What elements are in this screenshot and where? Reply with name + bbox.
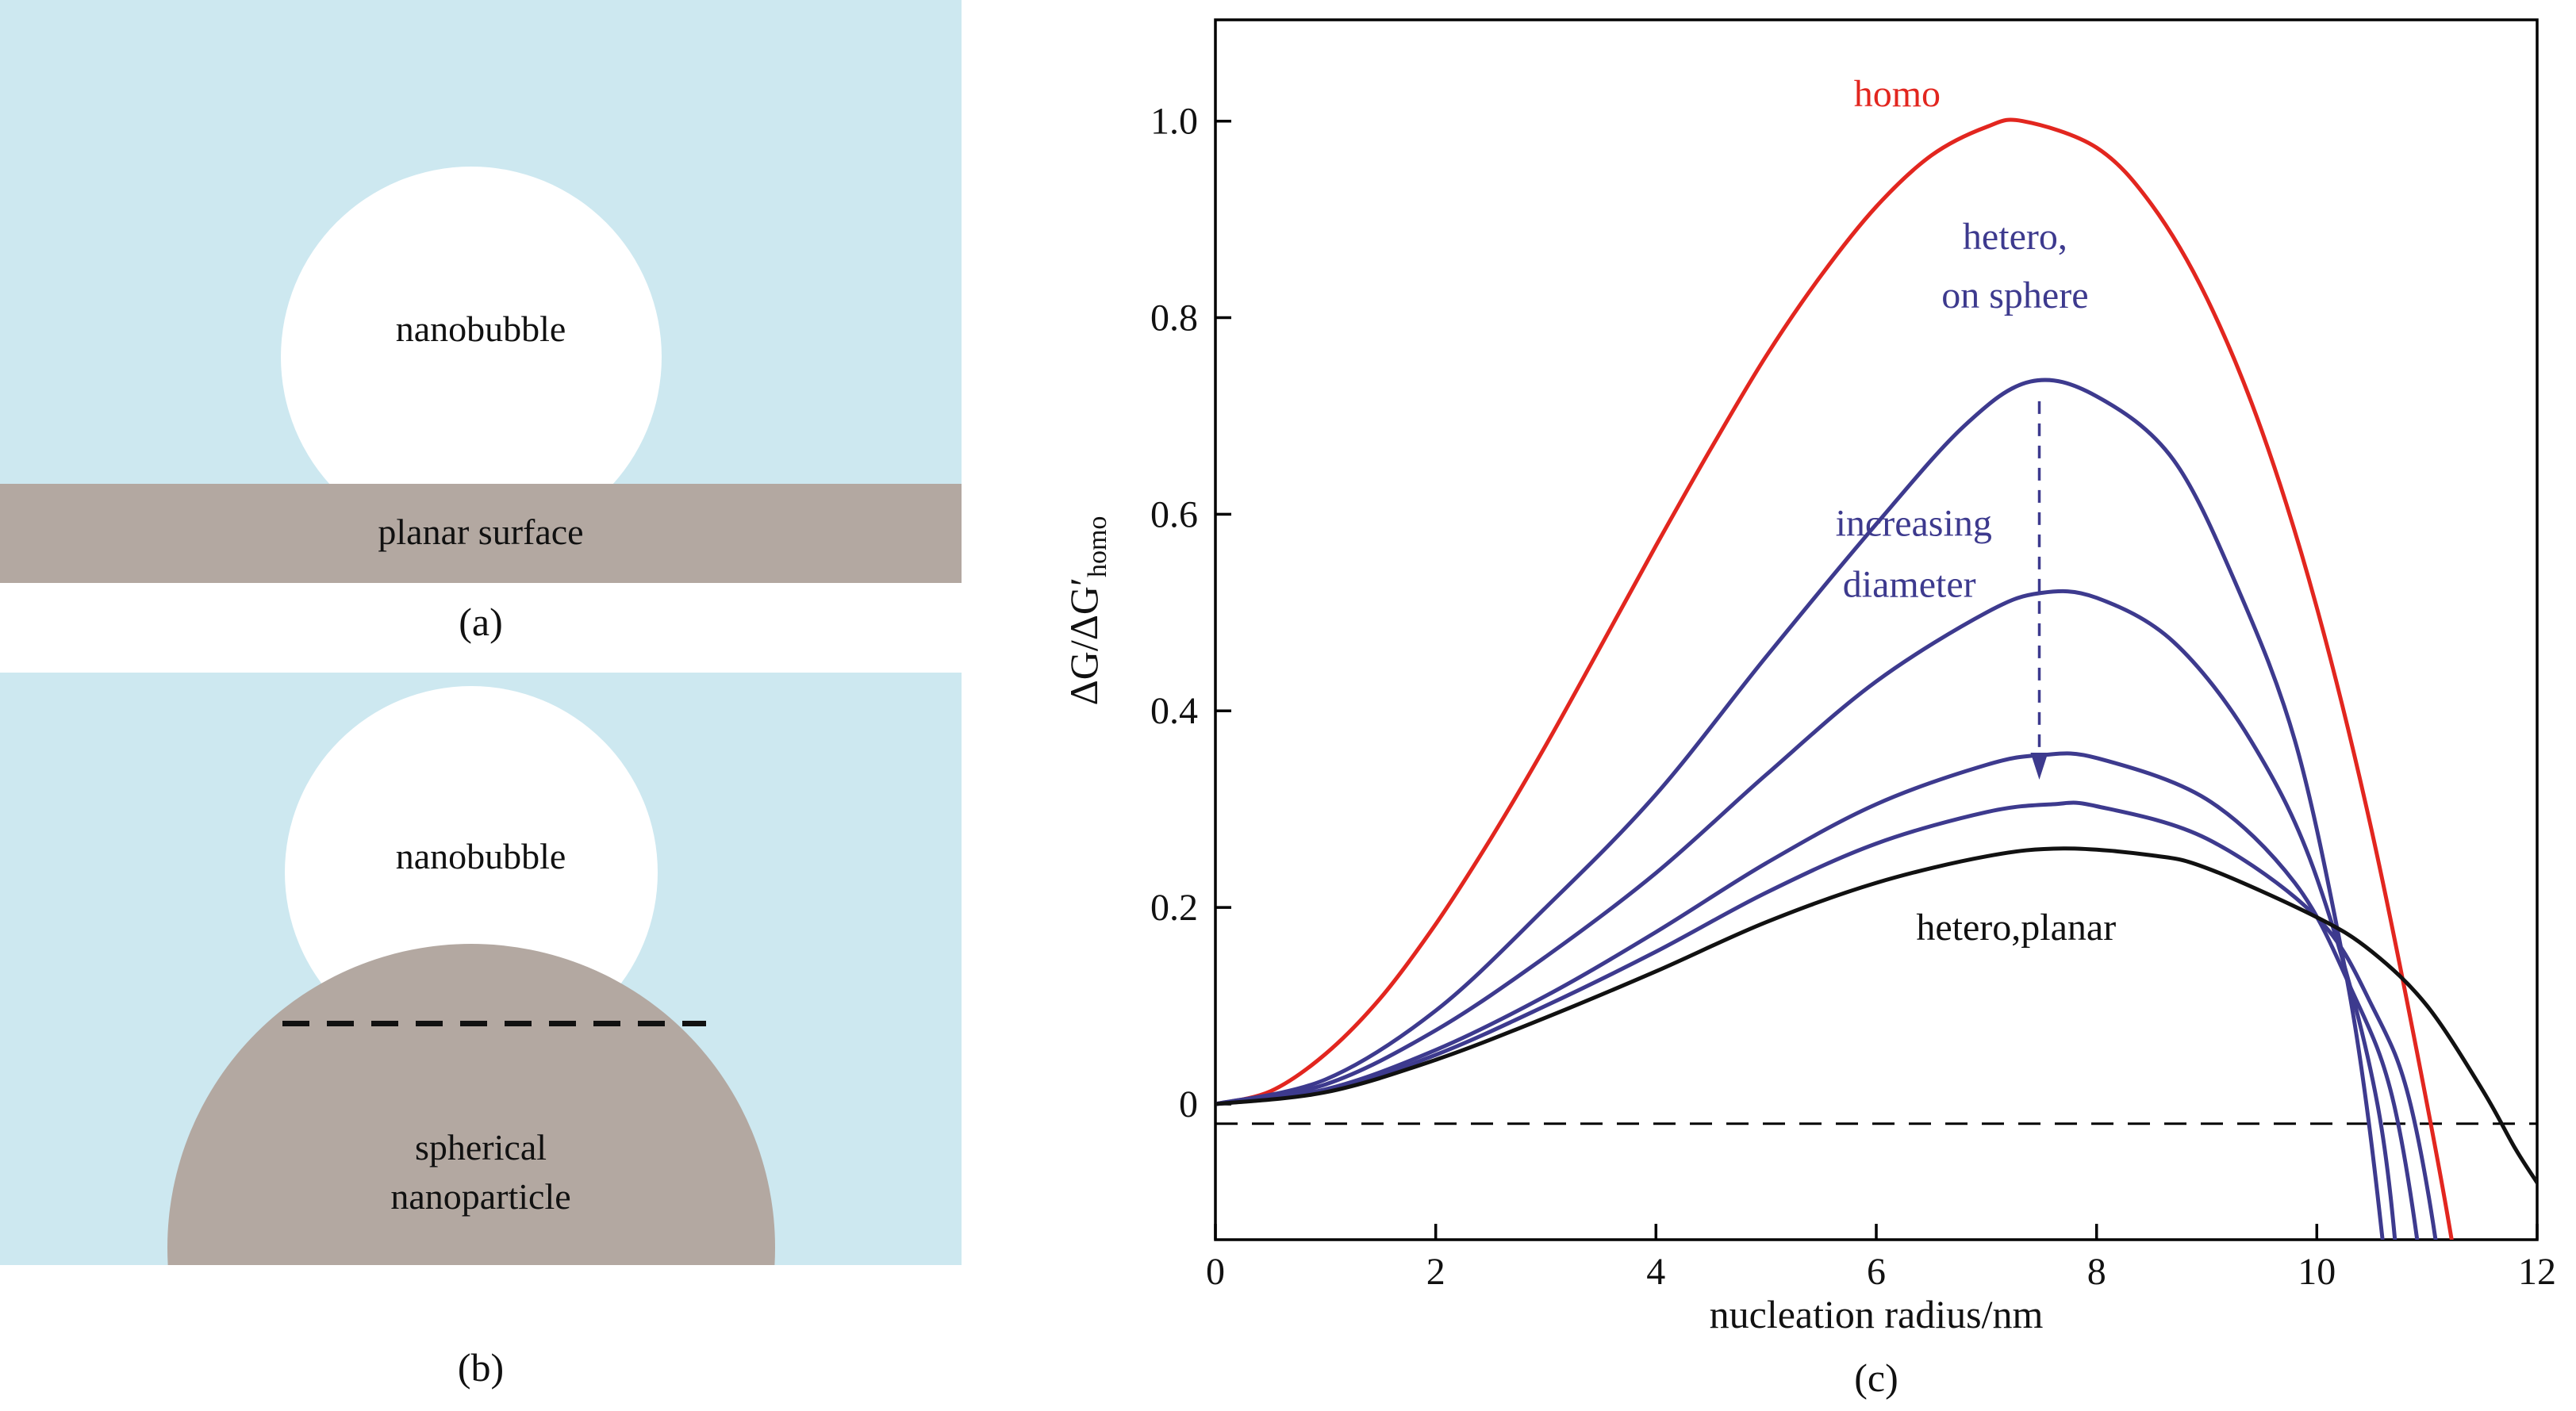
arrow-head-icon bbox=[2030, 753, 2048, 780]
y-tick-label: 0.4 bbox=[1150, 690, 1198, 732]
series-hetero-on-sphere-2 bbox=[1215, 589, 2397, 1240]
x-tick-label: 12 bbox=[2518, 1251, 2556, 1293]
planar-surface-label: planar surface bbox=[378, 512, 584, 552]
planar-surface bbox=[0, 484, 962, 583]
series-hetero-on-sphere-4 bbox=[1215, 800, 2438, 1240]
nanoparticle-label-line1: spherical bbox=[414, 1127, 547, 1168]
x-axis-label: nucleation radius/nm bbox=[1709, 1292, 2044, 1336]
annotation: increasing bbox=[1836, 503, 1992, 545]
nanobubble-a-label: nanobubble bbox=[395, 309, 566, 349]
nanoparticle-label-line2: nanoparticle bbox=[390, 1176, 571, 1217]
x-tick-label: 8 bbox=[2087, 1251, 2106, 1293]
y-tick-label: 0.8 bbox=[1150, 297, 1198, 339]
caption-b: (b) bbox=[457, 1345, 505, 1390]
annotation: hetero, bbox=[1963, 216, 2067, 258]
annotation: homo bbox=[1854, 73, 1941, 115]
y-tick-label: 0 bbox=[1179, 1083, 1198, 1125]
y-tick-label: 0.6 bbox=[1150, 493, 1198, 535]
caption-c: (c) bbox=[1854, 1355, 1898, 1400]
x-tick-label: 2 bbox=[1426, 1251, 1445, 1293]
y-tick-label: 0.2 bbox=[1150, 887, 1198, 929]
x-tick-label: 6 bbox=[1867, 1251, 1886, 1293]
annotation: diameter bbox=[1843, 564, 1976, 606]
x-tick-label: 4 bbox=[1646, 1251, 1665, 1293]
series-hetero-planar bbox=[1215, 846, 2537, 1185]
annotation: on sphere bbox=[1941, 274, 2088, 316]
plot-frame bbox=[1214, 18, 2539, 1241]
x-tick-label: 10 bbox=[2298, 1251, 2336, 1293]
panel-a: nanobubble planar surface bbox=[0, 0, 962, 583]
y-tick-label: 1.0 bbox=[1150, 101, 1198, 143]
contact-dashed-line bbox=[282, 1021, 706, 1026]
series-hetero-on-sphere-1 bbox=[1215, 378, 2385, 1240]
caption-a: (a) bbox=[459, 600, 503, 644]
y-axis-label: ΔG/ΔG′homo bbox=[1061, 516, 1112, 706]
series-homo bbox=[1215, 117, 2454, 1240]
nanobubble-b-label: nanobubble bbox=[395, 836, 566, 876]
series-hetero-on-sphere-3 bbox=[1215, 751, 2420, 1240]
panel-b: nanobubble spherical nanoparticle bbox=[0, 673, 962, 1265]
annotation: hetero,planar bbox=[1916, 907, 2116, 949]
x-tick-label: 0 bbox=[1206, 1251, 1225, 1293]
